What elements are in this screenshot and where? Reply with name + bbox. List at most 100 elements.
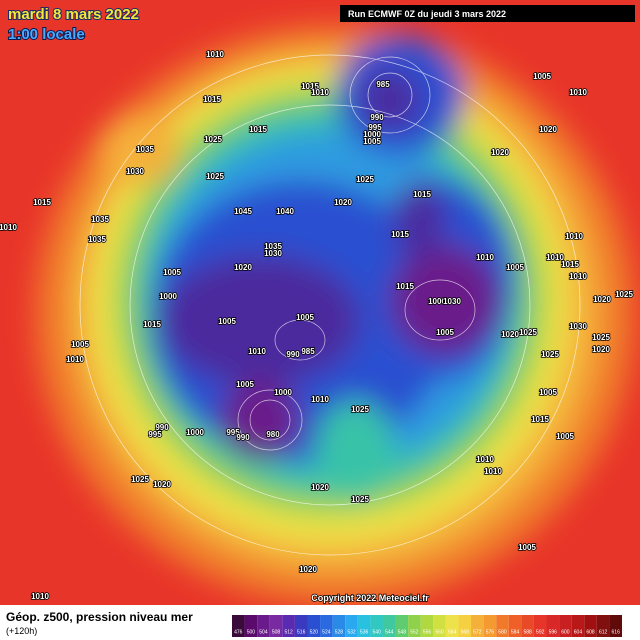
colorbar-cell — [382, 615, 396, 637]
isobar-label: 995 — [368, 123, 382, 132]
isobar-label: 1005 — [556, 432, 574, 441]
colorbar-cell — [357, 615, 371, 637]
colorbar-cell — [483, 615, 497, 637]
colorbar-cell — [445, 615, 459, 637]
isobar-label: 1030 — [126, 167, 144, 176]
isobar-label: 1010 — [311, 395, 329, 404]
footer-lead: (+120h) — [6, 626, 37, 636]
colorbar-label: 588 — [523, 629, 532, 635]
isobar-label: 1025 — [131, 475, 149, 484]
isobar-label: 1000 — [186, 428, 204, 437]
isobar-label: 1010 — [0, 223, 17, 232]
isobar-label: 1015 — [396, 282, 414, 291]
isobar-label: 1025 — [592, 333, 610, 342]
colorbar-label: 540 — [373, 629, 382, 635]
isobar-label: 1015 — [301, 82, 319, 91]
isobar-label: 1015 — [561, 260, 579, 269]
isobar-label: 1025 — [351, 495, 369, 504]
colorbar-label: 568 — [461, 629, 470, 635]
isobar-label: 1000 — [274, 388, 292, 397]
isobar-label: 1025 — [206, 172, 224, 181]
colorbar-label: 616 — [612, 629, 621, 635]
isobar-label: 1040 — [276, 207, 294, 216]
isobar-label: 1015 — [249, 125, 267, 134]
isobar-label: 1005 — [363, 137, 381, 146]
colorbar-label: 512 — [284, 629, 293, 635]
isobar-label: 1035 — [88, 235, 106, 244]
colorbar-label: 504 — [259, 629, 268, 635]
isobar-label: 1010 — [311, 88, 329, 97]
isobar-label: 1020 — [593, 295, 611, 304]
colorbar-label: 600 — [561, 629, 570, 635]
isobar-label: 1005 — [71, 340, 89, 349]
colorbar-label: 556 — [423, 629, 432, 635]
isobar-label: 985 — [301, 347, 315, 356]
isobar-label: 995 — [226, 428, 240, 437]
isobar-label: 990 — [236, 433, 250, 442]
colorbar-label: 604 — [574, 629, 583, 635]
isobar-label: 1020 — [234, 263, 252, 272]
isobar-label: 1045 — [234, 207, 252, 216]
isobar-label: 1010 — [206, 50, 224, 59]
colorbar-label: 596 — [549, 629, 558, 635]
colorbar-label: 564 — [448, 629, 457, 635]
isobar-label: 1015 — [203, 95, 221, 104]
isobar-label: 1005 — [236, 380, 254, 389]
isobar-label: 1010 — [546, 253, 564, 262]
isobar-label: 1030 — [443, 297, 461, 306]
colorbar-label: 476 — [234, 629, 243, 635]
colorbar-label: 548 — [398, 629, 407, 635]
isobar-label: 1020 — [501, 330, 519, 339]
isobar-label: 990 — [155, 423, 169, 432]
isobar-label: 1015 — [33, 198, 51, 207]
isobar-label: 1010 — [569, 88, 587, 97]
colorbar-cell — [559, 615, 572, 637]
isobar-label: 1035 — [91, 215, 109, 224]
colorbar-label: 536 — [360, 629, 369, 635]
colorbar-label: 560 — [435, 629, 444, 635]
isobar-label: 1020 — [592, 345, 610, 354]
colorbar-cell — [332, 615, 346, 637]
isobar-label: 1010 — [66, 355, 84, 364]
isobar-label: 1020 — [311, 483, 329, 492]
colorbar-label: 508 — [272, 629, 281, 635]
colorbar-cell — [546, 615, 560, 637]
colorbar-cell — [571, 615, 585, 637]
colorbar-label: 576 — [486, 629, 495, 635]
isobar-label: 1025 — [519, 328, 537, 337]
colorbar-cell — [584, 615, 597, 637]
isobar-label: 1010 — [569, 272, 587, 281]
isobar-label: 1025 — [615, 290, 633, 299]
isobar-label: 1010 — [476, 253, 494, 262]
isobar-label: 985 — [376, 80, 390, 89]
isobar-label: 1015 — [391, 230, 409, 239]
colorbar-cell — [294, 615, 308, 637]
isobar-label: 990 — [286, 350, 300, 359]
isobar-label: 1025 — [204, 135, 222, 144]
colorbar-label: 584 — [511, 629, 520, 635]
isobar-label: 980 — [266, 430, 280, 439]
colorbar-cell — [533, 615, 547, 637]
colorbar-label: 608 — [586, 629, 595, 635]
isobar-label: 1005 — [163, 268, 181, 277]
colorbar-cell — [370, 615, 383, 637]
isobar-label: 1025 — [356, 175, 374, 184]
isobar-label: 1005 — [539, 388, 557, 397]
isobar-label: 1015 — [531, 415, 549, 424]
colorbar-cell — [282, 615, 295, 637]
colorbar-label: 572 — [473, 629, 482, 635]
colorbar-cell — [269, 615, 283, 637]
colorbar-label: 552 — [410, 629, 419, 635]
colorbar-label: 524 — [322, 629, 331, 635]
colorbar-label: 592 — [536, 629, 545, 635]
colorbar-cell — [420, 615, 434, 637]
isobar-label: 1000 — [363, 130, 381, 139]
colorbar-cell — [433, 615, 446, 637]
footer-title: Géop. z500, pression niveau mer — [6, 610, 193, 624]
isobar-label: 1020 — [539, 125, 557, 134]
colorbar-label: 528 — [335, 629, 344, 635]
isobar-label: 1010 — [248, 347, 266, 356]
isobar-label: 990 — [370, 113, 384, 122]
isobar-label: 1020 — [491, 148, 509, 157]
